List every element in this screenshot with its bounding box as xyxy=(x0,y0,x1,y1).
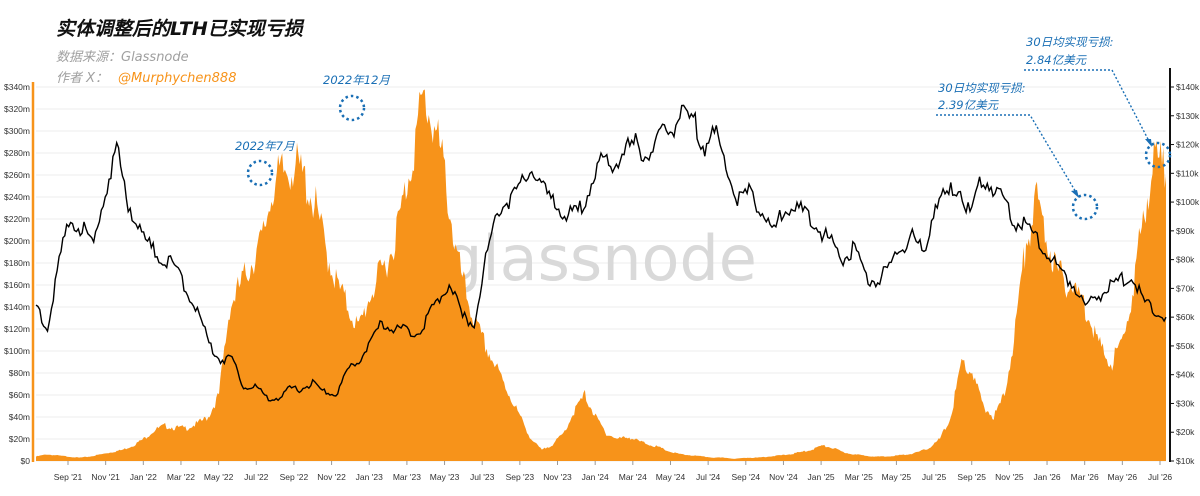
x-tick-label: Jan '24 xyxy=(582,472,609,482)
right-tick-label: $50k xyxy=(1176,341,1195,351)
author-handle: @Murphychen888 xyxy=(118,71,237,86)
left-tick-label: $140m xyxy=(4,302,30,312)
circle-dec22 xyxy=(338,94,366,122)
right-tick-label: $10k xyxy=(1176,456,1195,466)
x-tick-label: May '25 xyxy=(882,472,912,482)
x-tick-label: Nov '21 xyxy=(91,472,120,482)
x-tick-label: Sep '21 xyxy=(54,472,83,482)
arrowhead-jul26 xyxy=(1145,139,1152,147)
annotation-value-mar26: 2.39亿美元 xyxy=(938,98,1000,112)
right-tick-label: $120k xyxy=(1176,140,1200,150)
left-tick-label: $0 xyxy=(21,456,31,466)
annotation-label-jul26: 30日均实现亏损: xyxy=(1026,35,1114,49)
x-tick-label: Jan '25 xyxy=(808,472,835,482)
x-tick-label: Sep '25 xyxy=(957,472,986,482)
annotation-label-dec22: 2022年12月 xyxy=(323,73,390,87)
arrowhead-mar26 xyxy=(1071,190,1079,198)
x-tick-label: Mar '22 xyxy=(167,472,195,482)
right-tick-label: $20k xyxy=(1176,427,1195,437)
x-tick-label: Jul '22 xyxy=(244,472,269,482)
x-tick-label: Jul '24 xyxy=(696,472,721,482)
left-tick-label: $320m xyxy=(4,104,30,114)
x-tick-label: Jan '23 xyxy=(356,472,383,482)
x-tick-label: Jul '23 xyxy=(470,472,495,482)
x-tick-label: May '26 xyxy=(1108,472,1138,482)
right-tick-label: $40k xyxy=(1176,370,1195,380)
left-tick-label: $100m xyxy=(4,346,30,356)
watermark-text: glassnode xyxy=(443,222,757,295)
x-tick-label: Nov '22 xyxy=(317,472,346,482)
x-tick-label: Nov '24 xyxy=(769,472,798,482)
right-tick-label: $100k xyxy=(1176,197,1200,207)
x-tick-label: May '24 xyxy=(656,472,686,482)
right-tick-label: $140k xyxy=(1176,82,1200,92)
left-tick-label: $260m xyxy=(4,170,30,180)
left-tick-label: $20m xyxy=(9,434,30,444)
right-tick-label: $90k xyxy=(1176,226,1195,236)
right-tick-label: $30k xyxy=(1176,398,1195,408)
right-tick-label: $60k xyxy=(1176,312,1195,322)
leader-mar26 xyxy=(936,114,1078,195)
chart-title: 实体调整后的LTH已实现亏损 xyxy=(56,18,303,40)
x-tick-label: Sep '23 xyxy=(506,472,535,482)
x-tick-label: Nov '25 xyxy=(995,472,1024,482)
right-tick-label: $70k xyxy=(1176,283,1195,293)
x-tick-label: Mar '25 xyxy=(845,472,873,482)
right-axis-ticks: $10k $20k $30k $40k $50k $60k $70k $80k $90k $100… xyxy=(1170,82,1200,466)
left-tick-label: $120m xyxy=(4,324,30,334)
x-tick-label: May '23 xyxy=(430,472,460,482)
realized-loss-area xyxy=(36,89,1166,461)
left-tick-label: $180m xyxy=(4,258,30,268)
circle-jul22 xyxy=(246,159,274,187)
annotation-labels: 2022年7月 2022年12月 30日均实现亏损: 2.39亿美元 30日均实… xyxy=(235,35,1114,153)
right-tick-label: $110k xyxy=(1176,168,1199,178)
x-tick-label: Jan '22 xyxy=(130,472,157,482)
x-tick-label: Sep '24 xyxy=(732,472,761,482)
x-tick-label: May '22 xyxy=(204,472,234,482)
author-prefix: 作者 X： xyxy=(56,71,109,86)
x-tick-label: Jul '26 xyxy=(1148,472,1173,482)
x-tick-label: Jul '25 xyxy=(922,472,947,482)
x-tick-label: Mar '23 xyxy=(393,472,421,482)
grid-lines xyxy=(36,86,1166,462)
left-tick-label: $200m xyxy=(4,236,30,246)
left-axis-ticks: $0 $20m $40m $60m $80m $100m $120m $140m $160m $1… xyxy=(4,82,30,466)
right-tick-label: $80k xyxy=(1176,255,1195,265)
left-tick-label: $220m xyxy=(4,214,30,224)
x-tick-label: Nov '23 xyxy=(543,472,572,482)
circle-mar26 xyxy=(1071,193,1099,221)
left-tick-label: $280m xyxy=(4,148,30,158)
btc-price-line xyxy=(35,104,1167,402)
left-tick-label: $240m xyxy=(4,192,30,202)
left-tick-label: $60m xyxy=(9,390,30,400)
left-tick-label: $40m xyxy=(9,412,30,422)
x-tick-label: Mar '24 xyxy=(619,472,647,482)
x-axis-ticks: Sep '21 Nov '21 Jan '22 Mar '22 May '22 Jul '… xyxy=(54,461,1173,482)
x-tick-label: Sep '22 xyxy=(280,472,309,482)
annotation-label-jul22: 2022年7月 xyxy=(235,139,295,153)
left-tick-label: $160m xyxy=(4,280,30,290)
x-tick-label: Mar '26 xyxy=(1071,472,1099,482)
leader-jul26 xyxy=(1024,69,1151,144)
circle-jul26 xyxy=(1144,141,1172,169)
annotation-marks xyxy=(246,69,1172,221)
chart-author: 作者 X： @Murphychen888 xyxy=(56,67,236,86)
left-tick-label: $300m xyxy=(4,126,30,136)
left-tick-label: $80m xyxy=(9,368,30,378)
chart-source: 数据来源：Glassnode xyxy=(56,50,189,65)
left-tick-label: $340m xyxy=(4,82,30,92)
annotation-label-mar26: 30日均实现亏损: xyxy=(938,81,1026,95)
annotation-value-jul26: 2.84亿美元 xyxy=(1026,53,1088,67)
x-tick-label: Jan '26 xyxy=(1033,472,1060,482)
right-tick-label: $130k xyxy=(1176,111,1200,121)
